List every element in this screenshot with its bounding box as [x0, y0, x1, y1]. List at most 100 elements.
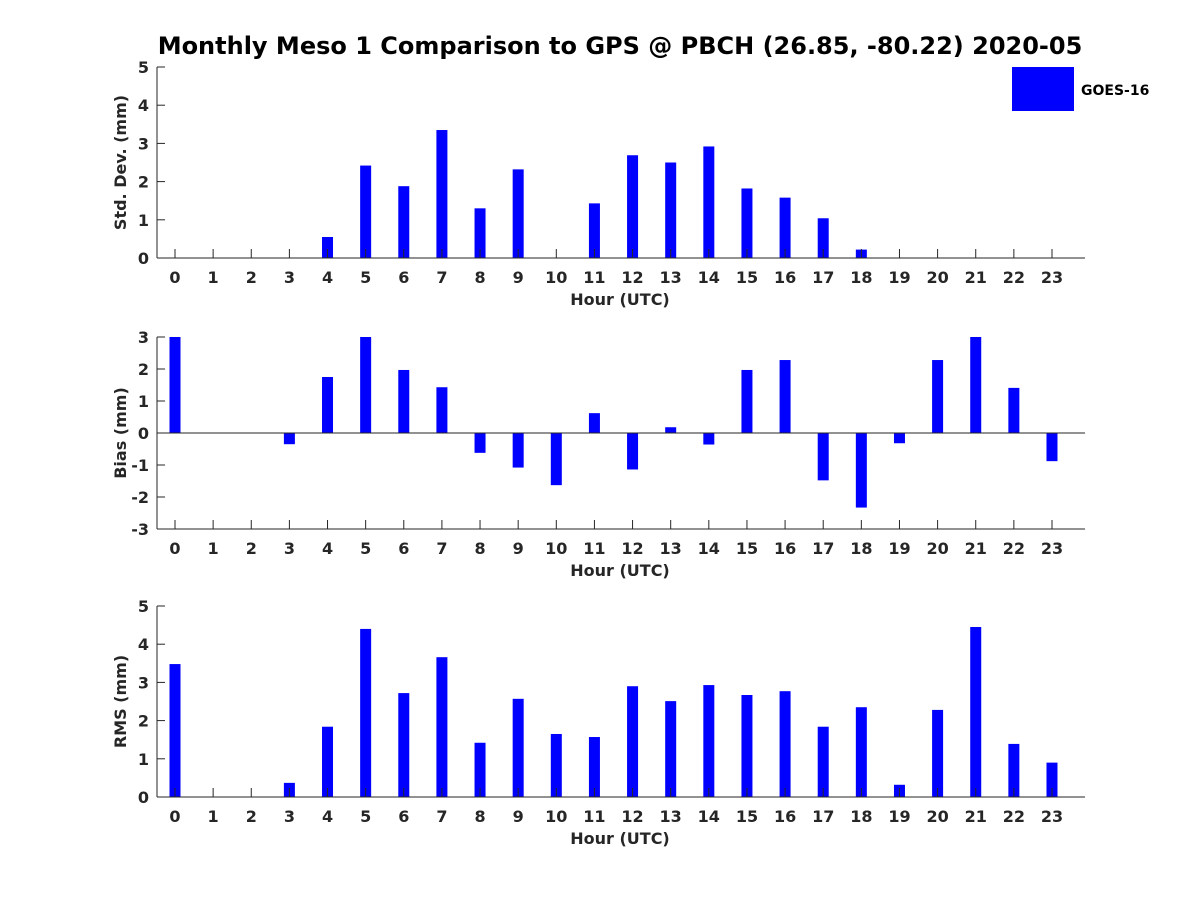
rms-xtick-label: 5	[360, 807, 371, 826]
rms-y-axis-label: RMS (mm)	[111, 655, 130, 748]
rms-bar-5	[360, 628, 372, 797]
std-dev-xtick-label: 8	[474, 268, 485, 287]
bias-xtick-label: 2	[246, 539, 257, 558]
rms-bar-4	[322, 726, 334, 797]
std-dev-xtick-label: 7	[436, 268, 447, 287]
std-dev-xtick-label: 22	[1003, 268, 1025, 287]
bias-xtick-label: 5	[360, 539, 371, 558]
bias-xtick-label: 1	[208, 539, 219, 558]
rms-xtick-label: 20	[926, 807, 948, 826]
rms-bar-17	[817, 726, 829, 797]
rms-bar-21	[970, 627, 982, 797]
rms-bar-7	[436, 657, 448, 797]
std-dev-x-axis-label: Hour (UTC)	[570, 290, 670, 309]
rms-xtick-label: 22	[1003, 807, 1025, 826]
std-dev-xtick-label: 5	[360, 268, 371, 287]
std-dev-xtick-label: 9	[513, 268, 524, 287]
rms-bar-10	[550, 733, 562, 797]
rms-xtick-label: 0	[169, 807, 180, 826]
rms-ytick-label: 3	[138, 673, 149, 692]
bias-xtick-label: 4	[322, 539, 333, 558]
bias-bar-15	[741, 369, 753, 433]
std-dev-xtick-label: 13	[660, 268, 682, 287]
rms-xtick-label: 21	[965, 807, 987, 826]
std-dev-bar-13	[665, 162, 677, 258]
bias-bar-19	[893, 433, 905, 444]
bias-xtick-label: 16	[774, 539, 796, 558]
bias-xtick-label: 10	[545, 539, 567, 558]
bias-xtick-label: 23	[1041, 539, 1063, 558]
rms-bar-11	[588, 737, 600, 797]
std-dev-bar-5	[360, 165, 372, 258]
bias-bar-11	[588, 413, 600, 433]
bias-bar-17	[817, 433, 829, 481]
rms-xtick-label: 17	[812, 807, 834, 826]
bias-xtick-label: 20	[926, 539, 948, 558]
bias-xtick-label: 13	[660, 539, 682, 558]
std-dev-xtick-label: 12	[621, 268, 643, 287]
bias-bar-8	[474, 433, 486, 453]
std-dev-xtick-label: 2	[246, 268, 257, 287]
bias-xtick-label: 15	[736, 539, 758, 558]
rms-xtick-label: 4	[322, 807, 333, 826]
std-dev-xtick-label: 6	[398, 268, 409, 287]
rms-ytick-label: 0	[138, 788, 149, 807]
bias-xtick-label: 18	[850, 539, 872, 558]
std-dev-xtick-label: 1	[208, 268, 219, 287]
rms-xtick-label: 18	[850, 807, 872, 826]
bias-xtick-label: 19	[888, 539, 910, 558]
std-dev-xtick-label: 14	[698, 268, 720, 287]
std-dev-bar-6	[398, 186, 410, 258]
bias-xtick-label: 17	[812, 539, 834, 558]
std-dev-ytick-label: 4	[138, 96, 149, 115]
bias-bar-16	[779, 360, 791, 433]
bias-bar-4	[322, 377, 334, 433]
bias-bar-6	[398, 369, 410, 433]
rms-xtick-label: 8	[474, 807, 485, 826]
std-dev-xtick-label: 19	[888, 268, 910, 287]
legend-label: GOES-16	[1081, 83, 1149, 99]
bias-ytick-label: 3	[138, 328, 149, 347]
std-dev-xtick-label: 23	[1041, 268, 1063, 287]
std-dev-bar-7	[436, 130, 448, 258]
std-dev-ytick-label: 5	[138, 58, 149, 77]
std-dev-ytick-label: 0	[138, 249, 149, 268]
rms-xtick-label: 9	[513, 807, 524, 826]
rms-xtick-label: 6	[398, 807, 409, 826]
bias-bar-14	[703, 433, 715, 445]
rms-bar-23	[1046, 762, 1058, 797]
rms-ytick-label: 1	[138, 750, 149, 769]
rms-bar-20	[932, 709, 944, 797]
std-dev-xtick-label: 15	[736, 268, 758, 287]
rms-xtick-label: 14	[698, 807, 720, 826]
std-dev-bar-9	[512, 169, 524, 258]
bias-xtick-label: 21	[965, 539, 987, 558]
rms-bar-15	[741, 695, 753, 797]
bias-bar-13	[665, 427, 677, 433]
bias-bar-12	[627, 433, 639, 470]
bias-xtick-label: 7	[436, 539, 447, 558]
std-dev-bar-4	[322, 236, 334, 258]
bias-xtick-label: 12	[621, 539, 643, 558]
rms-xtick-label: 23	[1041, 807, 1063, 826]
rms-bar-8	[474, 742, 486, 797]
rms-xtick-label: 13	[660, 807, 682, 826]
std-dev-y-axis-label: Std. Dev. (mm)	[111, 95, 130, 230]
rms-xtick-label: 2	[246, 807, 257, 826]
std-dev-bar-11	[588, 203, 600, 258]
rms-ytick-label: 5	[138, 597, 149, 616]
std-dev-bar-15	[741, 188, 753, 258]
rms-bar-22	[1008, 743, 1020, 797]
std-dev-bar-14	[703, 146, 715, 258]
std-dev-bar-17	[817, 218, 829, 258]
std-dev-xtick-label: 4	[322, 268, 333, 287]
std-dev-xtick-label: 20	[926, 268, 948, 287]
legend: GOES-16	[1012, 67, 1149, 111]
std-dev-xtick-label: 10	[545, 268, 567, 287]
rms-xtick-label: 1	[208, 807, 219, 826]
bias-bar-22	[1008, 387, 1020, 433]
rms-bar-9	[512, 698, 524, 797]
std-dev-xtick-label: 18	[850, 268, 872, 287]
